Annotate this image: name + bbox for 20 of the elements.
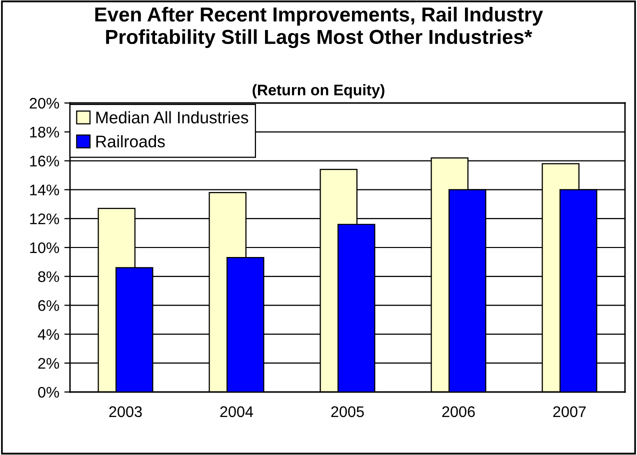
- y-tick-label: 10%: [30, 242, 60, 254]
- y-tick-label: 8%: [38, 271, 60, 282]
- chart-title: Even After Recent Improvements, Rail Industry Profitability Still Lags Most Other Industries*: [95, 6, 543, 48]
- y-tick-label: 4%: [38, 329, 60, 340]
- y-tick-label: 16%: [30, 156, 60, 166]
- x-tick-label: 2003: [109, 406, 142, 418]
- y-tick-label: 18%: [30, 126, 60, 138]
- y-tick-label: 0%: [38, 386, 60, 398]
- x-tick-label: 2007: [553, 406, 586, 418]
- legend-label: Railroads: [96, 135, 165, 148]
- y-tick-label: 2%: [38, 358, 60, 369]
- y-tick-label: 12%: [30, 213, 60, 224]
- legend-label: Median All Industries: [96, 111, 248, 124]
- y-tick-label: 6%: [38, 300, 60, 311]
- y-tick-label: 20%: [30, 98, 60, 109]
- x-tick-label: 2004: [220, 406, 254, 418]
- y-tick-label: 14%: [30, 184, 60, 196]
- x-tick-label: 2005: [331, 406, 364, 418]
- x-tick-label: 2006: [442, 406, 475, 418]
- chart-subtitle: (Return on Equity): [252, 84, 384, 98]
